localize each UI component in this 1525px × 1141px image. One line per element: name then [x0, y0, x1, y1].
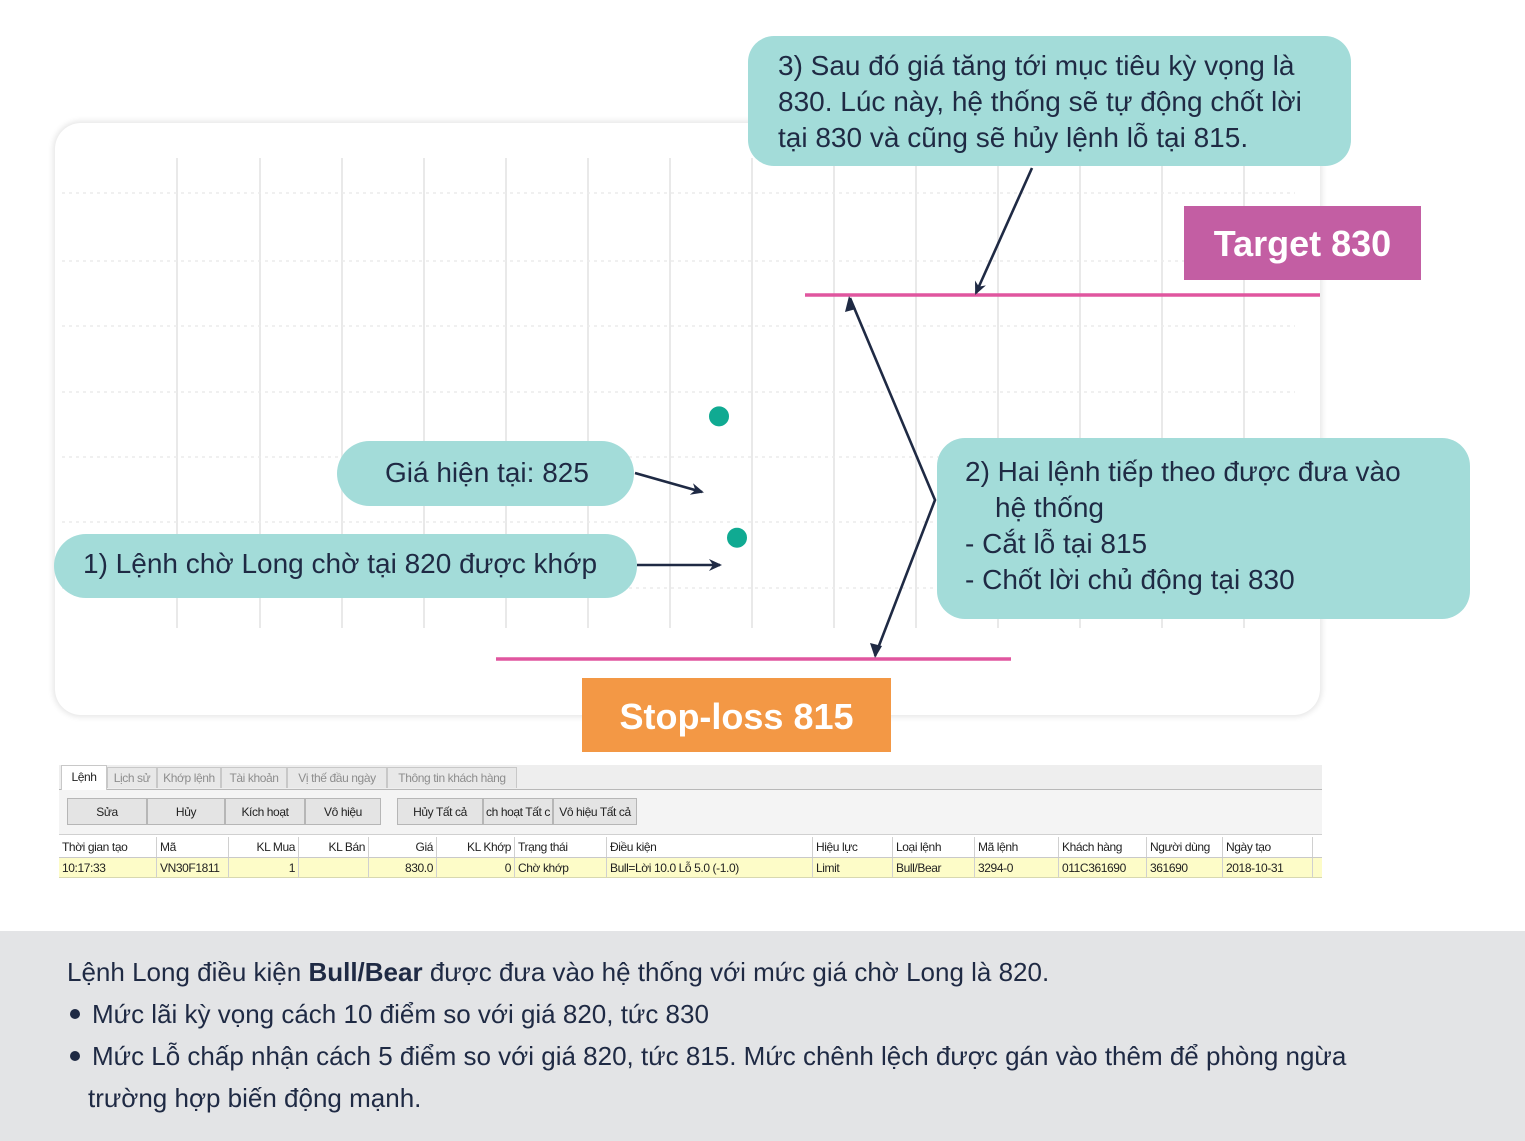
cancel-button[interactable]: Hủy	[147, 798, 225, 825]
column-header[interactable]: KL Mua	[229, 837, 299, 857]
explanation-bullet: Mức Lỗ chấp nhận cách 5 điểm so với giá …	[67, 1041, 1346, 1072]
table-cell: 0	[437, 858, 515, 877]
table-cell: Limit	[813, 858, 893, 877]
callout-current-price: Giá hiện tại: 825	[337, 441, 634, 506]
deactivate-button[interactable]: Vô hiệu	[305, 798, 381, 825]
table-cell: VN30F1811	[157, 858, 229, 877]
target-arrowhead	[845, 296, 856, 312]
explanation-panel: Lệnh Long điều kiện Bull/Bear được đưa v…	[0, 931, 1525, 1141]
fill-price-marker	[723, 523, 751, 552]
tab-history[interactable]: Lịch sử	[107, 767, 157, 788]
annotation-arrows	[634, 167, 1034, 658]
callout-next-orders: 2) Hai lệnh tiếp theo được đưa vào hệ th…	[937, 438, 1470, 619]
bullet-text: Mức Lỗ chấp nhận cách 5 điểm so với giá …	[92, 1041, 1347, 1071]
column-header[interactable]: Hiệu lực	[813, 837, 893, 857]
column-header[interactable]: Trạng thái	[515, 837, 607, 857]
next-orders-line: - Chốt lời chủ động tại 830	[965, 564, 1295, 595]
table-cell: 011C361690	[1059, 858, 1147, 877]
column-header[interactable]: Điều kiện	[607, 837, 813, 857]
table-cell: Bull=Lời 10.0 Lỗ 5.0 (-1.0)	[607, 858, 813, 877]
explanation-intro: Lệnh Long điều kiện Bull/Bear được đưa v…	[67, 957, 1049, 988]
table-cell: 830.0	[369, 858, 437, 877]
current-price-label: Giá hiện tại: 825	[385, 457, 589, 488]
tab-customer-info[interactable]: Thông tin khách hàng	[387, 767, 517, 788]
column-header[interactable]: Giá	[369, 837, 437, 857]
intro-text: Lệnh Long điều kiện	[67, 957, 309, 987]
activate-all-button[interactable]: ch hoạt Tất c	[483, 798, 553, 825]
level-lines	[496, 293, 1320, 661]
table-cell: Chờ khớp	[515, 858, 607, 877]
table-cell: Bull/Bear	[893, 858, 975, 877]
explanation-bullet-continued: trường hợp biến động mạnh.	[88, 1083, 422, 1113]
callout-result: 3) Sau đó giá tăng tới mục tiêu kỳ vọng …	[748, 36, 1351, 166]
deactivate-all-button[interactable]: Vô hiệu Tất cả	[553, 798, 637, 825]
column-header[interactable]: Loại lệnh	[893, 837, 975, 857]
table-cell: 2018-10-31	[1223, 858, 1313, 877]
bullet-dot	[70, 1051, 80, 1062]
target-tag: Target 830	[1184, 206, 1421, 280]
next-orders-bracket	[848, 297, 937, 657]
activate-button[interactable]: Kích hoạt	[225, 798, 305, 825]
callout-result-line: tại 830 và cũng sẽ hủy lệnh lỗ tại 815.	[778, 122, 1249, 153]
order-panel: Lệnh Lịch sử Khớp lệnh Tài khoản Vị thế …	[59, 765, 1322, 887]
tab-account[interactable]: Tài khoản	[221, 767, 287, 788]
callout-result-line: 3) Sau đó giá tăng tới mục tiêu kỳ vọng …	[778, 50, 1295, 81]
intro-text: được đưa vào hệ thống với mức giá chờ Lo…	[422, 957, 1050, 987]
table-cell: 361690	[1147, 858, 1223, 877]
next-orders-line: - Cắt lỗ tại 815	[965, 528, 1148, 559]
order-toolbar: Sửa Hủy Kích hoạt Vô hiệu Hủy Tất cả ch …	[59, 790, 1322, 835]
callout-order-filled: 1) Lệnh chờ Long chờ tại 820 được khớp	[54, 534, 637, 598]
order-grid-header: Thời gian tạo Mã KL Mua KL Bán Giá KL Khớp Trạ…	[59, 837, 1322, 858]
result-arrow	[974, 167, 1034, 295]
table-row[interactable]: 10:17:33 VN30F1811 1 830.0 0 Chờ khớp Bull=Lời…	[59, 858, 1322, 878]
tab-orders[interactable]: Lệnh	[61, 765, 107, 790]
edit-button[interactable]: Sửa	[67, 798, 147, 825]
order-filled-label: 1) Lệnh chờ Long chờ tại 820 được khớp	[83, 548, 598, 579]
explanation-bullet: Mức lãi kỳ vọng cách 10 điểm so với giá …	[67, 999, 709, 1030]
table-cell	[299, 858, 369, 877]
table-cell: 10:17:33	[59, 858, 157, 877]
tab-positions[interactable]: Vị thế đầu ngày	[287, 767, 387, 788]
order-tabs: Lệnh Lịch sử Khớp lệnh Tài khoản Vị thế …	[59, 765, 1322, 790]
column-header[interactable]: Ngày tạo	[1223, 837, 1313, 857]
bullet-text: Mức lãi kỳ vọng cách 10 điểm so với giá …	[92, 999, 709, 1029]
column-header[interactable]: Thời gian tạo	[59, 837, 157, 857]
column-header[interactable]: KL Bán	[299, 837, 369, 857]
column-header[interactable]: Mã lệnh	[975, 837, 1059, 857]
column-header[interactable]: KL Khớp	[437, 837, 515, 857]
table-cell: 3294-0	[975, 858, 1059, 877]
cancel-all-button[interactable]: Hủy Tất cả	[397, 798, 483, 825]
next-orders-line: hệ thống	[995, 492, 1104, 523]
price-markers	[705, 402, 751, 552]
stop-loss-tag: Stop-loss 815	[582, 678, 891, 752]
next-orders-line: 2) Hai lệnh tiếp theo được đưa vào	[965, 456, 1401, 487]
bullet-dot	[70, 1009, 80, 1020]
intro-bold-term: Bull/Bear	[308, 957, 423, 987]
callout-result-line: 830. Lúc này, hệ thống sẽ tự động chốt l…	[778, 86, 1302, 117]
current-price-marker	[705, 402, 733, 431]
current-price-arrow	[634, 471, 704, 495]
table-cell: 1	[229, 858, 299, 877]
tab-matched[interactable]: Khớp lệnh	[157, 767, 221, 788]
stop-arrowhead	[870, 643, 882, 658]
column-header[interactable]: Người dùng	[1147, 837, 1223, 857]
column-header[interactable]: Mã	[157, 837, 229, 857]
column-header[interactable]: Khách hàng	[1059, 837, 1147, 857]
